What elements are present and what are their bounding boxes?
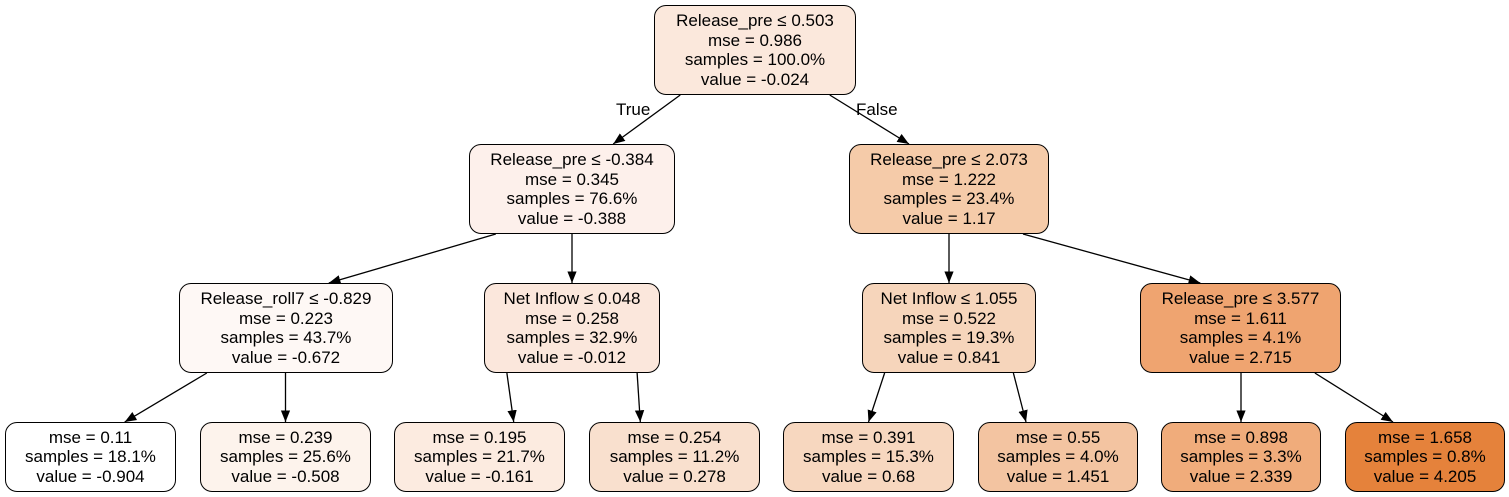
tree-node-right-left: Net Inflow ≤ 1.055 mse = 0.522 samples =… [862, 283, 1036, 373]
node-split-line: Release_roll7 ≤ -0.829 [200, 289, 372, 308]
node-value-line: value = -0.904 [36, 466, 145, 486]
node-samples-line: samples = 4.1% [1179, 328, 1302, 347]
node-mse-line: mse = 0.239 [238, 427, 333, 447]
tree-leaf-3: mse = 0.195 samples = 21.7% value = -0.1… [394, 422, 565, 492]
node-value-line: value = -0.388 [517, 208, 627, 228]
edge-n_rl-leaf5 [867, 372, 886, 423]
node-value-line: value = 4.205 [1373, 466, 1477, 486]
edge-root-n_l [612, 94, 681, 145]
node-split-line: Release_pre ≤ -0.384 [490, 150, 654, 169]
node-split-line: Release_pre ≤ 0.503 [676, 11, 834, 30]
node-samples-line: samples = 3.3% [1180, 447, 1302, 467]
node-mse-line: mse = 0.11 [48, 427, 133, 447]
node-split-line: Release_pre ≤ 2.073 [870, 150, 1028, 169]
edge-n_l-n_ll [328, 233, 496, 285]
tree-leaf-1: mse = 0.11 samples = 18.1% value = -0.90… [5, 422, 176, 492]
node-value-line: value = 0.278 [623, 466, 726, 486]
node-samples-line: samples = 43.7% [220, 328, 352, 347]
node-samples-line: samples = 32.9% [506, 328, 638, 347]
tree-leaf-6: mse = 0.55 samples = 4.0% value = 1.451 [978, 422, 1138, 492]
node-value-line: value = -0.012 [517, 347, 627, 367]
node-samples-line: samples = 15.3% [803, 447, 934, 467]
node-value-line: value = 0.68 [821, 466, 916, 486]
node-value-line: value = -0.508 [231, 466, 340, 486]
node-samples-line: samples = 11.2% [609, 447, 740, 467]
edge-n_rr-leaf8 [1314, 372, 1394, 423]
node-samples-line: samples = 21.7% [414, 447, 545, 467]
node-value-line: value = 0.841 [897, 347, 1001, 367]
node-samples-line: samples = 4.0% [997, 447, 1119, 467]
edge-n_lr-leaf4 [634, 372, 645, 423]
tree-leaf-7: mse = 0.898 samples = 3.3% value = 2.339 [1161, 422, 1321, 492]
node-mse-line: mse = 0.195 [432, 427, 527, 447]
edge-n_r-n_rr [1022, 233, 1201, 285]
edge-n_ll-leaf1 [124, 372, 208, 423]
node-value-line: value = -0.672 [231, 347, 341, 367]
node-value-line: value = 1.451 [1006, 466, 1110, 486]
tree-leaf-8: mse = 1.658 samples = 0.8% value = 4.205 [1345, 422, 1505, 492]
tree-node-left-left: Release_roll7 ≤ -0.829 mse = 0.223 sampl… [179, 283, 393, 373]
node-samples-line: samples = 0.8% [1364, 447, 1486, 467]
node-samples-line: samples = 100.0% [684, 50, 826, 69]
node-mse-line: mse = 0.986 [707, 30, 803, 50]
node-mse-line: mse = 1.611 [1194, 308, 1287, 328]
node-split-line: Net Inflow ≤ 1.055 [880, 289, 1018, 308]
tree-node-root: Release_pre ≤ 0.503 mse = 0.986 samples … [654, 5, 856, 95]
node-split-line: Release_pre ≤ 3.577 [1161, 289, 1320, 308]
node-samples-line: samples = 76.6% [506, 189, 638, 208]
node-samples-line: samples = 25.6% [220, 447, 351, 467]
node-samples-line: samples = 23.4% [883, 189, 1015, 208]
node-value-line: value = -0.161 [425, 466, 534, 486]
tree-node-right: Release_pre ≤ 2.073 mse = 1.222 samples … [849, 144, 1049, 234]
node-samples-line: samples = 18.1% [25, 447, 156, 467]
node-value-line: value = 1.17 [902, 208, 996, 228]
tree-leaf-4: mse = 0.254 samples = 11.2% value = 0.27… [589, 422, 760, 492]
edge-root-n_r [829, 94, 910, 145]
tree-node-right-right: Release_pre ≤ 3.577 mse = 1.611 samples … [1140, 283, 1341, 373]
node-mse-line: mse = 0.55 [1015, 427, 1101, 447]
node-value-line: value = 2.715 [1189, 347, 1292, 367]
edge-n_lr-leaf3 [506, 372, 517, 423]
node-value-line: value = -0.024 [700, 69, 810, 89]
tree-leaf-2: mse = 0.239 samples = 25.6% value = -0.5… [200, 422, 371, 492]
node-mse-line: mse = 0.254 [627, 427, 722, 447]
tree-leaf-5: mse = 0.391 samples = 15.3% value = 0.68 [783, 422, 954, 492]
true-branch-label: True [616, 100, 651, 119]
tree-node-left: Release_pre ≤ -0.384 mse = 0.345 samples… [469, 144, 675, 234]
node-mse-line: mse = 0.223 [238, 308, 334, 328]
node-mse-line: mse = 0.258 [524, 308, 620, 328]
node-mse-line: mse = 0.391 [821, 427, 916, 447]
node-split-line: Net Inflow ≤ 0.048 [503, 289, 641, 308]
node-mse-line: mse = 0.345 [524, 169, 620, 189]
node-mse-line: mse = 1.658 [1377, 427, 1473, 447]
edge-n_rl-leaf6 [1012, 372, 1028, 423]
false-branch-label: False [856, 100, 898, 119]
node-samples-line: samples = 19.3% [883, 328, 1015, 347]
tree-node-left-right: Net Inflow ≤ 0.048 mse = 0.258 samples =… [484, 283, 660, 373]
node-mse-line: mse = 0.522 [901, 308, 997, 328]
node-value-line: value = 2.339 [1189, 466, 1293, 486]
node-mse-line: mse = 1.222 [901, 169, 997, 189]
node-mse-line: mse = 0.898 [1193, 427, 1289, 447]
